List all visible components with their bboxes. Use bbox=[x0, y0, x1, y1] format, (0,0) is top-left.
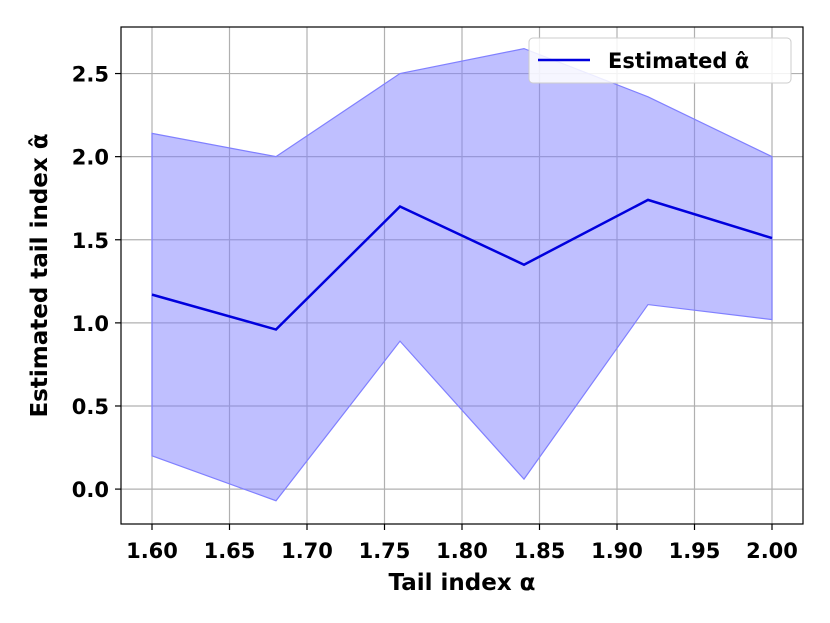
series-line bbox=[151, 198, 773, 331]
x-tick-label: 1.75 bbox=[359, 539, 411, 563]
x-axis-ticks: 1.60 1.65 1.70 1.75 1.80 1.85 1.90 1.95 2.00 bbox=[126, 524, 798, 563]
x-tick-label: 1.85 bbox=[514, 539, 566, 563]
confidence-band-layer bbox=[151, 47, 773, 502]
legend: Estimated α̂ bbox=[528, 37, 792, 84]
x-tick-label: 2.00 bbox=[746, 539, 798, 563]
y-tick-label: 2.5 bbox=[72, 63, 109, 87]
x-tick-label: 1.90 bbox=[591, 539, 643, 563]
y-tick-label: 0.0 bbox=[72, 478, 109, 502]
x-tick-label: 1.70 bbox=[281, 539, 333, 563]
y-axis-ticks: 0.0 0.5 1.0 1.5 2.0 2.5 bbox=[72, 63, 121, 502]
x-tick-label: 1.80 bbox=[436, 539, 488, 563]
series-line-layer bbox=[151, 198, 773, 331]
y-tick-label: 0.5 bbox=[72, 395, 109, 419]
x-tick-label: 1.65 bbox=[204, 539, 256, 563]
legend-box bbox=[528, 37, 792, 84]
y-tick-label: 1.0 bbox=[72, 312, 109, 336]
x-axis-label: Tail index α bbox=[389, 570, 536, 596]
y-tick-label: 1.5 bbox=[72, 229, 109, 253]
y-tick-label: 2.0 bbox=[72, 146, 109, 170]
legend-label: Estimated α̂ bbox=[608, 49, 749, 73]
x-tick-label: 1.60 bbox=[126, 539, 178, 563]
y-axis-label: Estimated tail index α̂ bbox=[27, 133, 53, 417]
confidence-band bbox=[151, 47, 773, 502]
x-tick-label: 1.95 bbox=[669, 539, 721, 563]
